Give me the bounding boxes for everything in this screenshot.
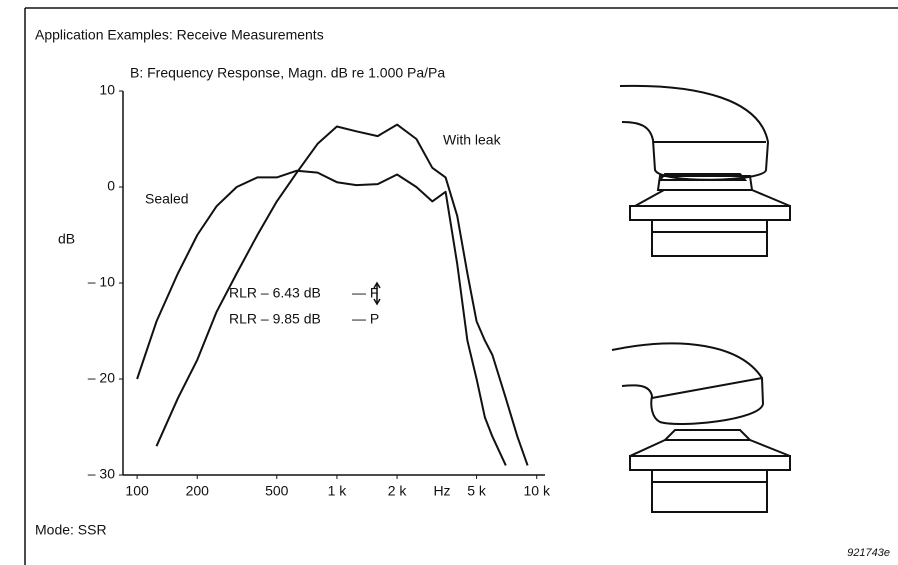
y-tick-label: 10 xyxy=(99,82,115,98)
x-tick-label: 10 k xyxy=(523,483,550,499)
annotation: — P xyxy=(352,311,379,327)
x-unit-label: Hz xyxy=(433,483,450,499)
y-tick-label: 0 xyxy=(107,178,115,194)
x-tick-label: 500 xyxy=(265,483,289,499)
figure: Application Examples: Receive Measuremen… xyxy=(0,0,898,565)
annotation: RLR – 9.85 dB xyxy=(229,311,321,327)
mode-label: Mode: SSR xyxy=(35,522,107,538)
series-label: With leak xyxy=(443,132,502,148)
series-label: Sealed xyxy=(145,191,189,207)
annotation: RLR – 6.43 dB xyxy=(229,285,321,301)
y-tick-label: – 10 xyxy=(88,274,115,290)
figure-title: Application Examples: Receive Measuremen… xyxy=(35,27,324,43)
handset-leak xyxy=(612,343,790,512)
x-tick-label: 100 xyxy=(125,483,149,499)
x-tick-label: 200 xyxy=(186,483,210,499)
x-tick-label: 5 k xyxy=(467,483,487,499)
series-line xyxy=(157,125,528,466)
y-tick-label: – 20 xyxy=(88,370,115,386)
handset-sealed xyxy=(620,86,790,256)
series-line xyxy=(137,171,506,466)
y-axis-label: dB xyxy=(58,231,75,247)
figure-id: 921743e xyxy=(847,547,890,559)
chart-title: B: Frequency Response, Magn. dB re 1.000… xyxy=(130,65,445,81)
x-tick-label: 2 k xyxy=(388,483,408,499)
x-tick-label: 1 k xyxy=(328,483,348,499)
y-tick-label: – 30 xyxy=(88,466,115,482)
